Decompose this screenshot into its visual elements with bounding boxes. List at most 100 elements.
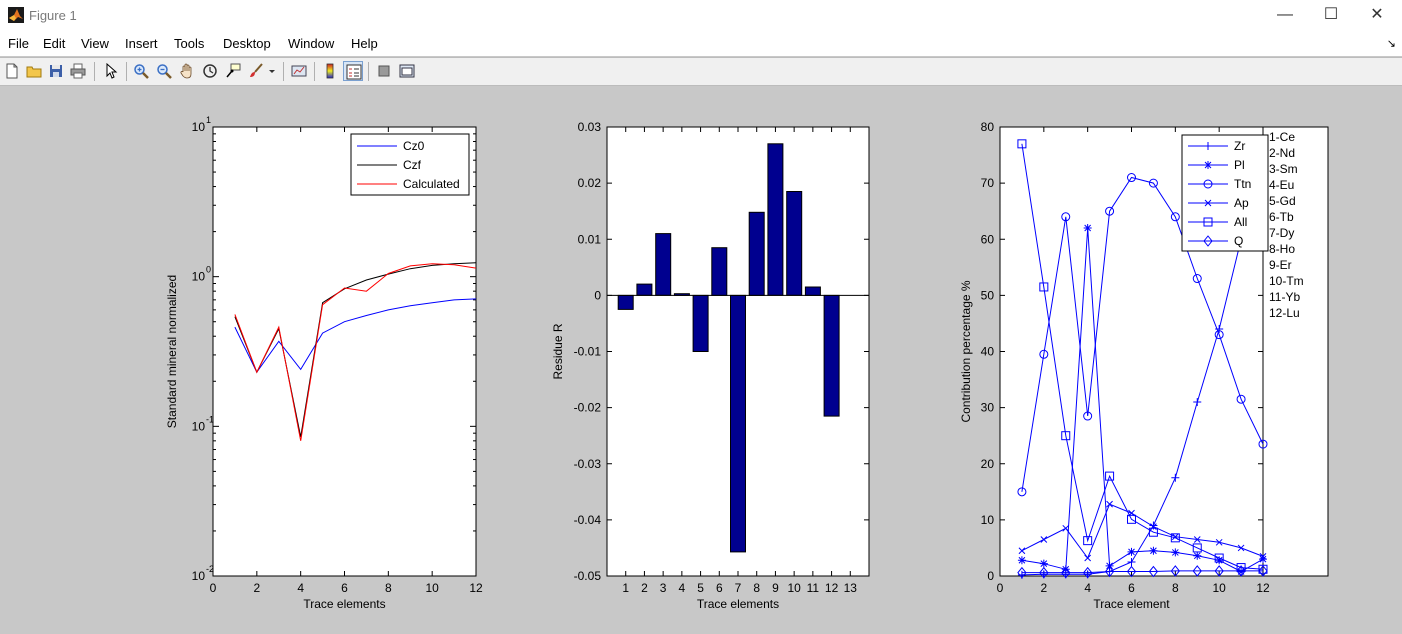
y-tick-label: 30 <box>981 401 995 415</box>
x-tick-label: 12 <box>825 581 839 595</box>
data-marker-q <box>1126 565 1137 578</box>
legend-marker <box>1203 217 1213 227</box>
data-marker-zr <box>1171 473 1180 482</box>
data-cursor-button[interactable] <box>223 61 243 81</box>
y-tick-exponent: -2 <box>206 564 214 574</box>
menu-view[interactable]: View <box>81 36 109 51</box>
y-tick-label: -0.02 <box>574 401 602 415</box>
legend-label: Pl <box>1234 158 1245 172</box>
x-axis-annotation: Trace elements <box>697 597 779 611</box>
figure-toolbar <box>0 57 1402 86</box>
y-tick-label: 10 <box>981 513 995 527</box>
residue-bar <box>692 294 709 352</box>
data-marker-q <box>1214 565 1224 577</box>
y-tick-label: -0.05 <box>574 569 602 583</box>
close-button[interactable]: ✕ <box>1370 6 1384 23</box>
y-tick-label: 10 <box>192 569 206 583</box>
legend-label: Ap <box>1234 196 1249 210</box>
data-marker-ap <box>1237 544 1245 552</box>
data-marker-ttn <box>1236 394 1246 404</box>
edit-plot-button[interactable] <box>101 61 121 81</box>
rotate-3d-button[interactable] <box>200 61 220 81</box>
y-axis-label: Contribution percentage % <box>959 280 973 422</box>
x-tick-label: 1 <box>622 581 629 595</box>
menu-edit[interactable]: Edit <box>43 36 66 51</box>
data-marker-ap <box>1084 554 1092 562</box>
dock-arrow-icon[interactable]: ↘ <box>1386 38 1396 50</box>
menu-file[interactable]: File <box>8 36 29 51</box>
data-marker-ttn <box>1105 206 1115 216</box>
pan-button[interactable] <box>177 61 197 81</box>
x-tick-label: 8 <box>385 581 392 595</box>
y-tick-label: 80 <box>981 120 995 134</box>
title-bar: Figure 1 — ☐ ✕ <box>0 0 1402 32</box>
y-tick-exponent: -1 <box>206 414 214 424</box>
matlab-logo-icon <box>8 7 24 23</box>
zoom-in-icon <box>134 64 149 79</box>
plot-area <box>212 126 477 577</box>
hide-plot-tools-button[interactable] <box>374 61 394 81</box>
menu-insert[interactable]: Insert <box>125 36 158 51</box>
print-figure-button[interactable] <box>68 61 88 81</box>
minimize-button[interactable]: — <box>1277 6 1293 23</box>
data-marker-ap <box>1040 536 1048 543</box>
x-axis-label: Trace elements <box>303 597 385 611</box>
zoom-in-button[interactable] <box>131 61 151 81</box>
menu-help[interactable]: Help <box>351 36 378 51</box>
data-marker-q <box>1083 566 1093 579</box>
insert-legend-button[interactable] <box>343 61 363 81</box>
x-tick-label: 6 <box>1128 581 1135 595</box>
data-marker-all <box>1170 533 1180 543</box>
zoom-out-button[interactable] <box>154 61 174 81</box>
side-label: 3-Sm <box>1269 162 1298 176</box>
chart-contribution: 1-Ce 2-Nd 3-Sm 4-Eu 5-Gd 6-Tb 7-Dy 8-Ho 9-Er 10-T… <box>959 120 1329 611</box>
toolbar-separator <box>368 62 369 81</box>
side-label: 12-Lu <box>1269 306 1300 320</box>
data-marker-all <box>1192 543 1202 553</box>
legend-marker <box>1204 161 1212 169</box>
residue-bar <box>655 233 672 296</box>
menu-window[interactable]: Window <box>288 36 335 51</box>
legend-label: Czf <box>403 158 422 172</box>
menu-desktop[interactable]: Desktop <box>223 36 271 51</box>
data-marker-ap <box>1106 500 1113 508</box>
data-marker-all <box>1127 514 1136 524</box>
x-tick-label: 4 <box>1084 581 1091 595</box>
brush-button[interactable] <box>246 61 266 81</box>
side-label: 5-Gd <box>1269 194 1296 208</box>
y-tick-exponent: 0 <box>206 265 211 275</box>
insert-colorbar-button[interactable] <box>320 61 340 81</box>
y-tick-label: 0.01 <box>578 232 602 246</box>
show-plot-tools-button[interactable] <box>397 61 417 81</box>
data-marker-q <box>1061 566 1071 579</box>
maximize-button[interactable]: ☐ <box>1323 6 1339 23</box>
data-marker-q <box>1148 565 1159 578</box>
toolbar-separator <box>314 62 315 81</box>
legend-marker <box>1204 142 1212 150</box>
new-figure-button[interactable] <box>2 61 22 81</box>
data-marker-ttn <box>1061 212 1071 222</box>
link-plot-button[interactable] <box>289 61 309 81</box>
legend-marker <box>1203 235 1213 247</box>
hand-icon <box>180 63 192 79</box>
data-marker-ap <box>1018 547 1026 555</box>
save-figure-button[interactable] <box>46 61 66 81</box>
data-marker-pl <box>1193 551 1202 560</box>
y-tick-label: -0.04 <box>574 513 602 527</box>
x-tick-label: 8 <box>1172 581 1179 595</box>
x-axis-label: Trace element <box>1093 597 1170 611</box>
x-tick-label: 12 <box>469 581 483 595</box>
y-axis-label: Residue R <box>551 323 565 379</box>
data-marker-all <box>1039 282 1049 292</box>
brush-dropdown[interactable] <box>266 61 278 81</box>
legend-marker <box>1204 199 1212 207</box>
data-marker-pl <box>1215 556 1224 565</box>
y-tick-label: 0 <box>987 569 994 583</box>
menu-tools[interactable]: Tools <box>174 36 205 51</box>
data-marker-all <box>1083 536 1093 546</box>
data-marker-all <box>1017 139 1027 149</box>
legend-marker <box>1203 179 1213 189</box>
data-marker-ttn <box>1148 178 1158 188</box>
open-file-button[interactable] <box>24 61 44 81</box>
